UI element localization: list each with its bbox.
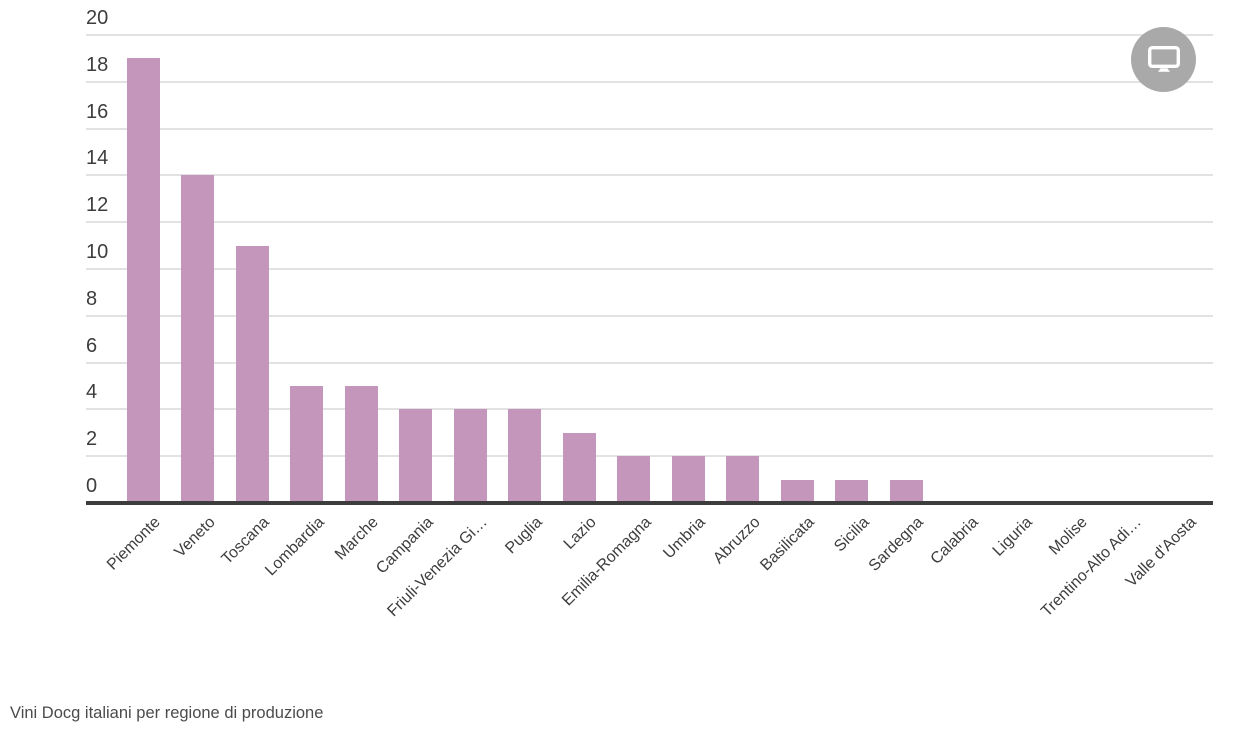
gridline — [86, 127, 1213, 130]
screen-toggle-button[interactable] — [1131, 27, 1196, 92]
y-tick-label: 12 — [86, 194, 109, 217]
bar[interactable] — [181, 175, 215, 503]
gridline — [86, 221, 1213, 224]
bar[interactable] — [671, 456, 705, 503]
bar[interactable] — [290, 386, 324, 503]
bar[interactable] — [508, 409, 542, 503]
y-tick-label: 4 — [86, 381, 98, 404]
gridline — [86, 268, 1213, 270]
gridline — [86, 361, 1213, 364]
gridline — [86, 34, 1213, 36]
gridline — [86, 80, 1213, 83]
bar[interactable] — [889, 480, 923, 503]
y-tick-label: 16 — [86, 100, 109, 123]
y-tick-label: 10 — [86, 241, 109, 263]
gridline — [86, 314, 1213, 317]
bar[interactable] — [780, 480, 814, 503]
bar[interactable] — [344, 386, 378, 503]
y-tick-label: 14 — [86, 147, 109, 170]
y-tick-label: 18 — [86, 53, 109, 76]
x-axis-line — [86, 501, 1213, 505]
bar[interactable] — [617, 456, 651, 503]
bar[interactable] — [453, 409, 487, 503]
y-tick-label: 8 — [86, 287, 98, 310]
chart-caption: Vini Docg italiani per regione di produz… — [10, 704, 324, 722]
monitor-icon — [1147, 46, 1180, 72]
bar[interactable] — [726, 456, 760, 503]
bar[interactable] — [399, 409, 433, 503]
bar[interactable] — [126, 58, 160, 503]
bar[interactable] — [562, 433, 596, 503]
gridline — [86, 174, 1213, 177]
bar[interactable] — [235, 246, 269, 503]
bar[interactable] — [835, 480, 869, 503]
y-tick-label: 6 — [86, 334, 98, 357]
y-tick-label: 2 — [86, 428, 98, 451]
y-tick-label: 20 — [86, 7, 109, 29]
y-tick-label: 0 — [86, 475, 98, 497]
gridline — [86, 408, 1213, 411]
